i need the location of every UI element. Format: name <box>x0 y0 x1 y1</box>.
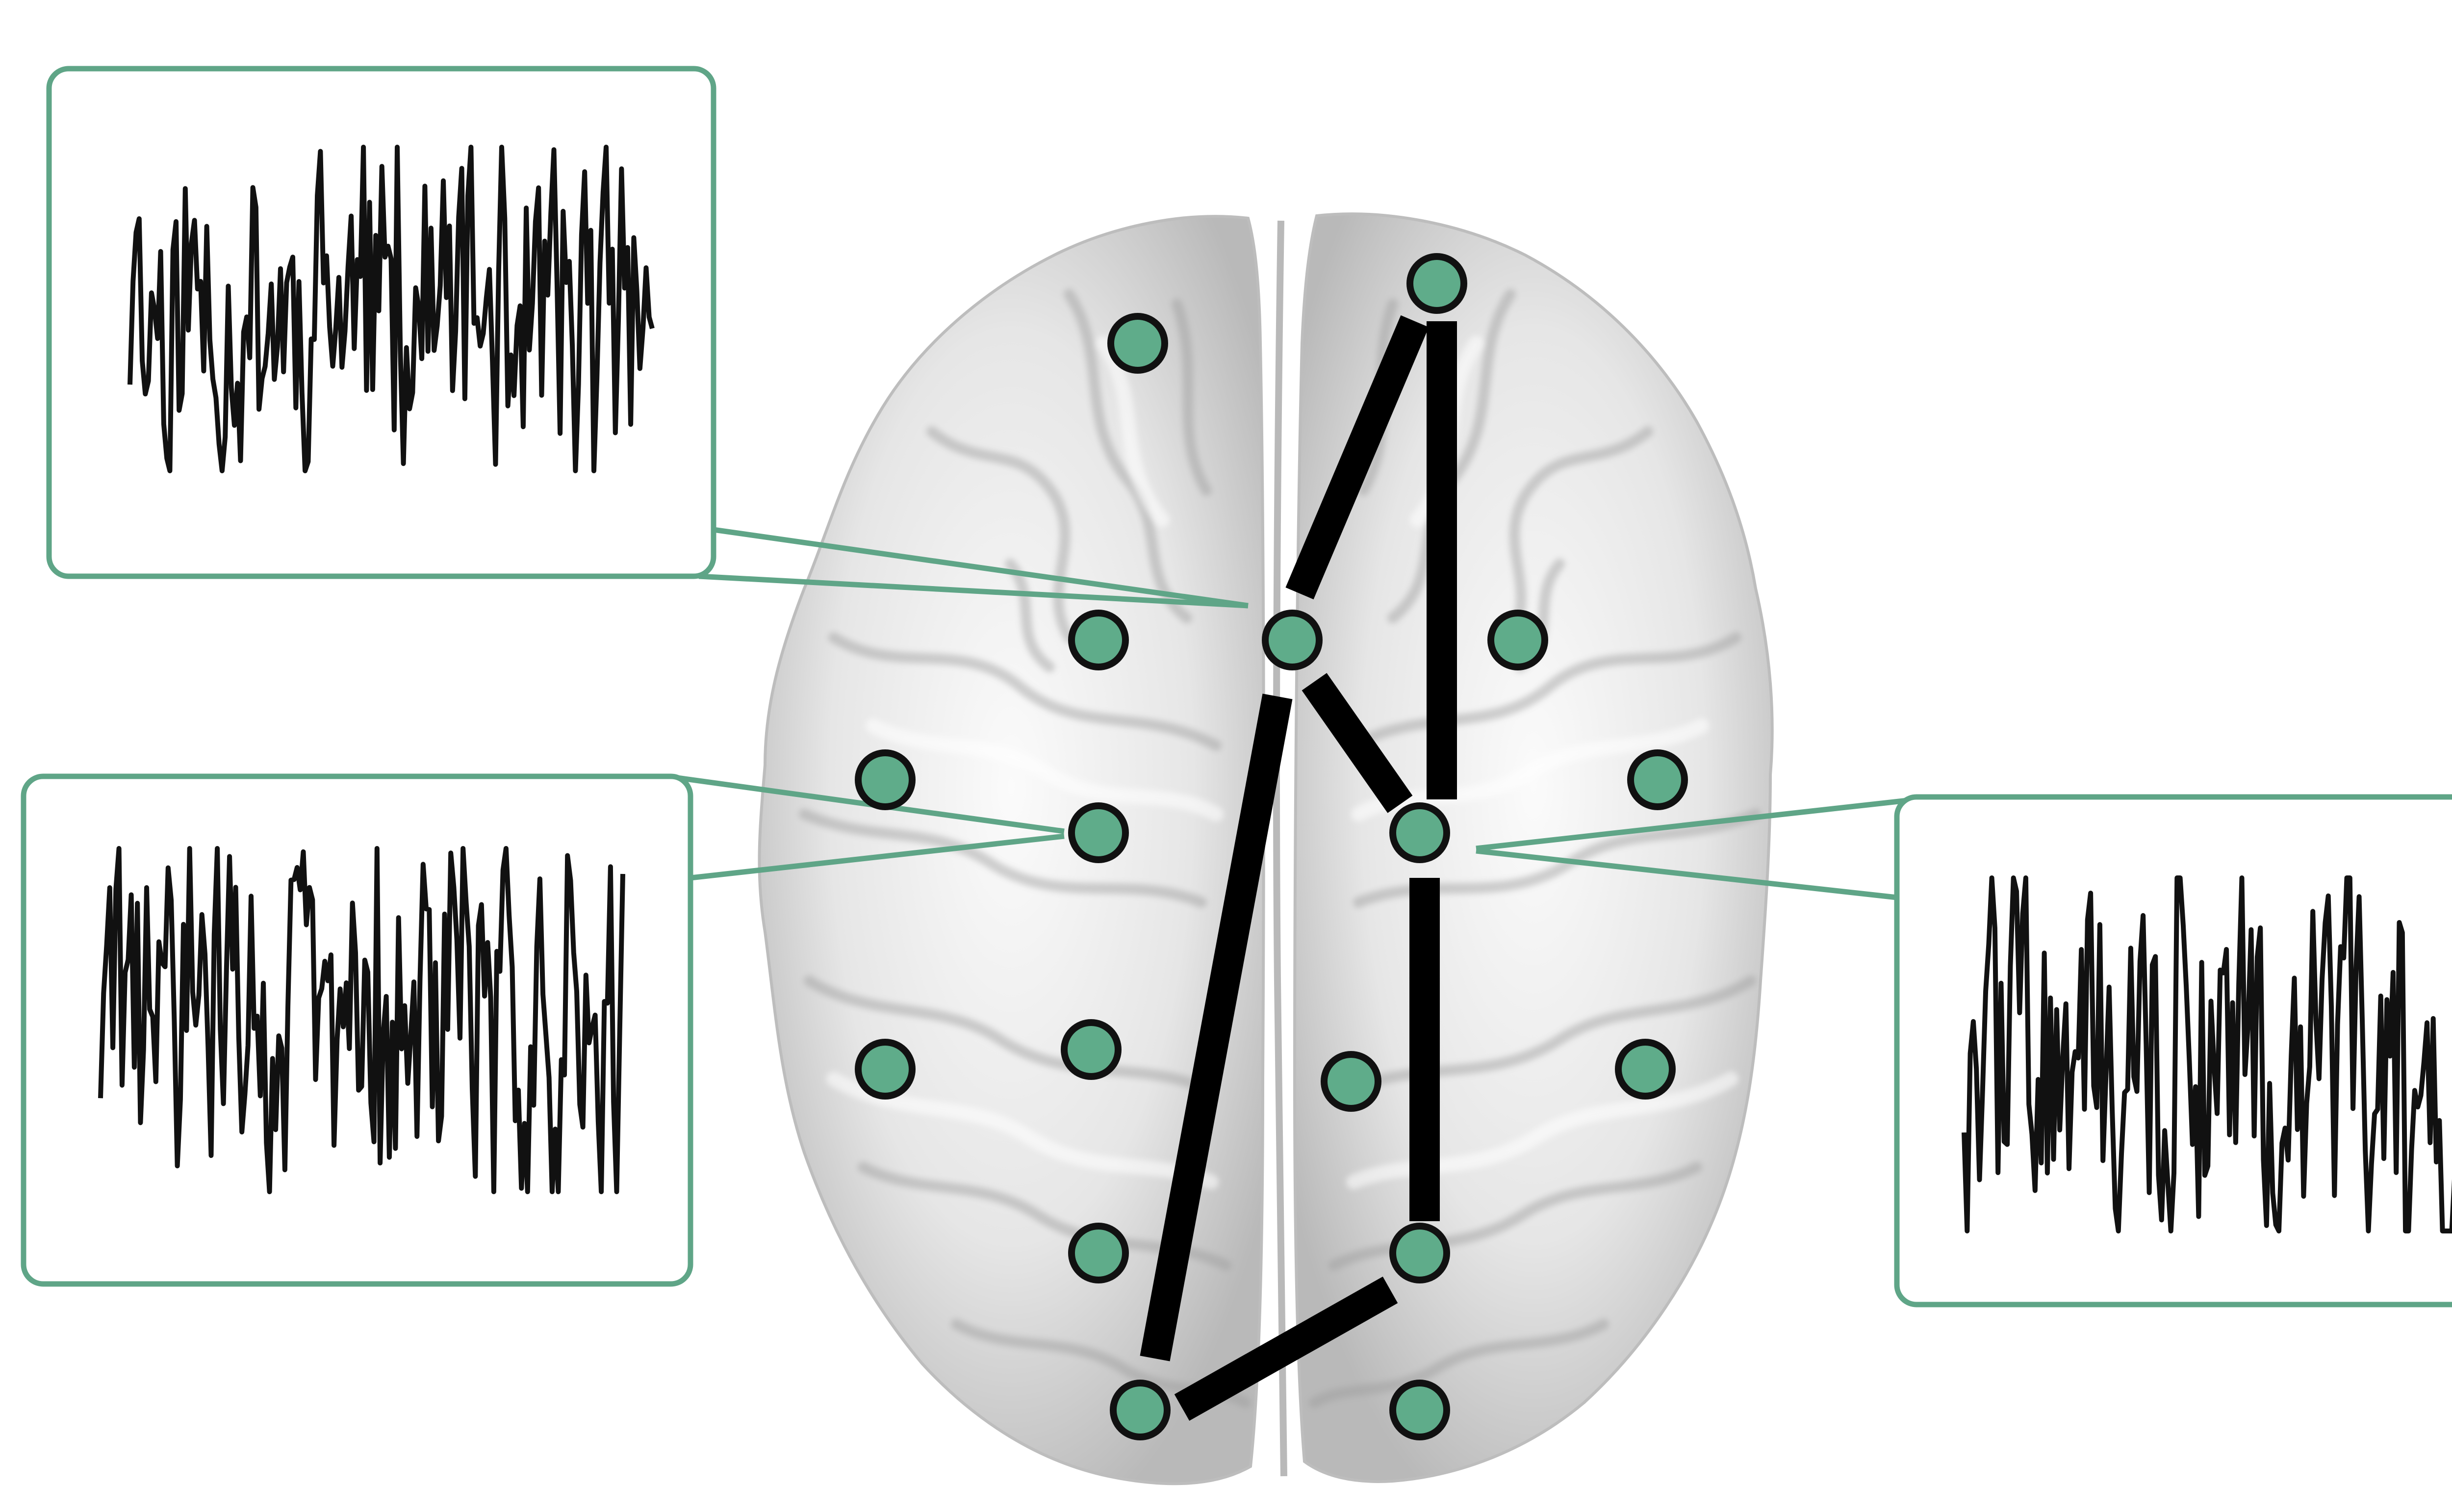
signal-panel-top-left <box>46 66 716 579</box>
node-n3 <box>1068 610 1129 670</box>
node-n4 <box>1262 610 1323 670</box>
node-n14 <box>1068 1223 1129 1283</box>
node-n18 <box>1389 1380 1450 1440</box>
node-n1 <box>1107 313 1168 374</box>
signal-panels <box>21 66 2452 1307</box>
connector-top-left-2 <box>698 573 1249 609</box>
edge-n16-n17 <box>1174 1277 1398 1421</box>
node-n13 <box>1615 1039 1676 1100</box>
node-n2 <box>1406 253 1467 314</box>
cortical-highlights <box>826 336 1738 1189</box>
signal-panel-right <box>1894 794 2452 1307</box>
node-n11 <box>1061 1019 1122 1080</box>
signal-trace <box>128 145 655 473</box>
brain-surface <box>758 212 1774 1486</box>
connector-top-left-1 <box>713 527 1249 609</box>
connector-mid-left-1 <box>666 773 1065 834</box>
signal-trace <box>98 846 625 1194</box>
edge-n4-n17 <box>1140 693 1293 1361</box>
signal-panel-mid-left <box>21 773 693 1287</box>
node-n8 <box>1068 802 1129 863</box>
node-n9 <box>1389 802 1450 863</box>
node-n12 <box>1321 1051 1381 1112</box>
node-n10 <box>855 1039 916 1100</box>
edge-n2-n4 <box>1285 315 1429 600</box>
node-n5 <box>1487 610 1548 670</box>
connector-mid-left-2 <box>690 833 1065 881</box>
network-edges <box>1140 315 1457 1421</box>
signal-trace <box>1962 875 2452 1233</box>
panel-frame <box>46 66 716 579</box>
connector-right-1 <box>1476 797 1908 851</box>
node-n16 <box>1389 1223 1450 1283</box>
node-n7 <box>1627 749 1688 810</box>
connector-right-2 <box>1476 848 1897 900</box>
panel-connectors <box>666 527 1908 900</box>
network-nodes <box>855 253 1688 1440</box>
longitudinal-fissure <box>1273 220 1287 1477</box>
edge-n4-n9 <box>1302 673 1413 813</box>
node-n17 <box>1110 1380 1171 1440</box>
node-n6 <box>855 749 916 810</box>
